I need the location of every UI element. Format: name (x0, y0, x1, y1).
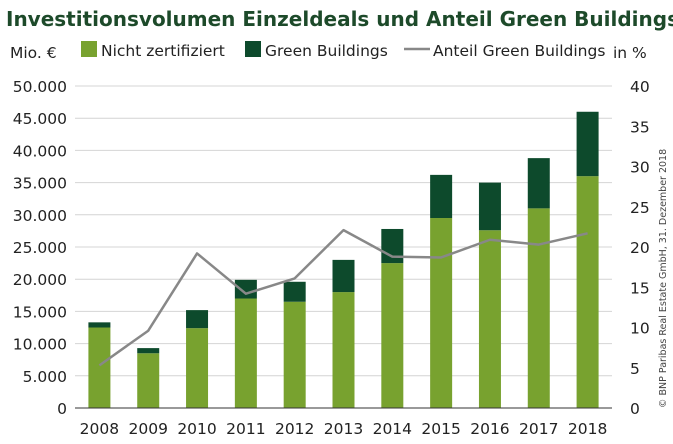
x-tick-label: 2018 (568, 420, 607, 438)
x-tick-label: 2011 (226, 420, 265, 438)
y-right-tick-label: 35 (630, 118, 650, 136)
bar-nicht-zertifiziert (137, 353, 160, 408)
y-left-tick-label: 0 (57, 400, 67, 418)
y-right-tick-label: 0 (630, 400, 640, 418)
y-left-tick-label: 50.000 (13, 78, 67, 96)
legend-label-nicht-zertifiziert: Nicht zertifiziert (101, 42, 225, 60)
x-tick-labels: 2008 2009 2010 2011 2012 2013 2014 2015 2016 2017… (80, 420, 608, 438)
bar-green-buildings (137, 348, 160, 354)
y-right-tick-label: 15 (630, 279, 650, 297)
bar-green-buildings (283, 281, 306, 302)
x-tick-label: 2010 (177, 420, 216, 438)
y-right-tick-label: 5 (630, 360, 640, 378)
copyright-credit: © BNP Paribas Real Estate GmbH, 31. Deze… (658, 149, 669, 408)
legend-label-anteil: Anteil Green Buildings (433, 42, 605, 60)
x-tick-label: 2013 (324, 420, 363, 438)
x-tick-label: 2015 (421, 420, 460, 438)
y-right-tick-label: 25 (630, 199, 650, 217)
y-left-tick-label: 25.000 (13, 239, 67, 257)
y-left-tick-label: 30.000 (13, 207, 67, 225)
legend-swatch-nicht-zertifiziert (81, 41, 97, 57)
y-left-tick-labels: 0 5.000 10.000 15.000 20.000 25.000 30.000 35.0… (13, 78, 67, 418)
y-left-tick-label: 15.000 (13, 303, 67, 321)
x-tick-label: 2008 (80, 420, 119, 438)
y-right-tick-label: 10 (630, 320, 650, 338)
bar-green-buildings (527, 158, 550, 209)
bar-green-buildings (88, 322, 111, 328)
bar-nicht-zertifiziert (283, 301, 306, 408)
x-tick-label: 2016 (470, 420, 509, 438)
bar-green-buildings (332, 259, 355, 293)
x-tick-label: 2017 (519, 420, 558, 438)
bar-green-buildings (576, 111, 599, 177)
y-right-tick-label: 40 (630, 78, 650, 96)
y-left-tick-label: 45.000 (13, 110, 67, 128)
bar-nicht-zertifiziert (332, 292, 355, 408)
x-tick-label: 2012 (275, 420, 314, 438)
y-left-tick-label: 10.000 (13, 336, 67, 354)
bar-nicht-zertifiziert (430, 218, 453, 408)
share-line (98, 228, 588, 367)
bar-nicht-zertifiziert (88, 327, 111, 408)
bar-nicht-zertifiziert (381, 263, 404, 408)
bar-green-buildings (478, 182, 501, 231)
chart-title: Investitionsvolumen Einzeldeals und Ante… (6, 7, 673, 31)
legend-swatch-green-buildings (245, 41, 261, 57)
y-left-tick-label: 20.000 (13, 271, 67, 289)
y-right-tick-labels: 0 5 10 15 20 25 30 35 40 (630, 78, 650, 418)
y-right-unit-label: in % (613, 44, 647, 62)
y-right-tick-label: 20 (630, 239, 650, 257)
bar-nicht-zertifiziert (186, 328, 209, 408)
legend-label-green-buildings: Green Buildings (265, 42, 388, 60)
bar-nicht-zertifiziert (234, 298, 257, 408)
bar-green-buildings (186, 310, 209, 329)
y-right-tick-label: 30 (630, 159, 650, 177)
bars (88, 111, 599, 408)
bar-nicht-zertifiziert (527, 208, 550, 408)
y-left-tick-label: 40.000 (13, 142, 67, 160)
y-left-tick-label: 5.000 (23, 368, 67, 386)
bar-green-buildings (234, 279, 257, 299)
bar-nicht-zertifiziert (576, 176, 599, 408)
y-left-unit-label: Mio. € (10, 44, 57, 62)
bar-nicht-zertifiziert (478, 230, 501, 408)
y-left-tick-label: 35.000 (13, 175, 67, 193)
x-tick-label: 2009 (129, 420, 168, 438)
bar-green-buildings (430, 174, 453, 219)
x-tick-label: 2014 (373, 420, 412, 438)
